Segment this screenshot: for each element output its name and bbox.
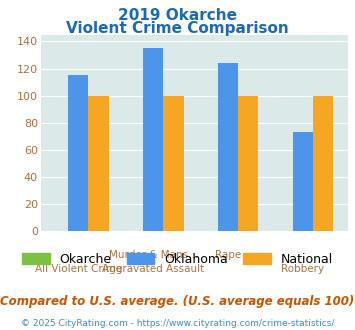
Bar (143, 48, 163, 231)
Bar (88, 96, 109, 231)
Bar (293, 132, 313, 231)
Text: All Violent Crime: All Violent Crime (35, 264, 122, 274)
Bar (218, 63, 238, 231)
Bar (163, 96, 184, 231)
Bar (68, 75, 88, 231)
Text: © 2025 CityRating.com - https://www.cityrating.com/crime-statistics/: © 2025 CityRating.com - https://www.city… (21, 319, 334, 328)
Text: Rape: Rape (215, 250, 241, 260)
Text: Aggravated Assault: Aggravated Assault (102, 264, 204, 274)
Bar (313, 96, 333, 231)
Legend: Okarche, Oklahoma, National: Okarche, Oklahoma, National (22, 253, 333, 266)
Text: Murder & Mans...: Murder & Mans... (109, 250, 198, 260)
Text: 2019 Okarche: 2019 Okarche (118, 8, 237, 23)
Text: Robbery: Robbery (282, 264, 324, 274)
Text: Compared to U.S. average. (U.S. average equals 100): Compared to U.S. average. (U.S. average … (0, 295, 355, 308)
Bar (238, 96, 258, 231)
Text: Violent Crime Comparison: Violent Crime Comparison (66, 21, 289, 36)
